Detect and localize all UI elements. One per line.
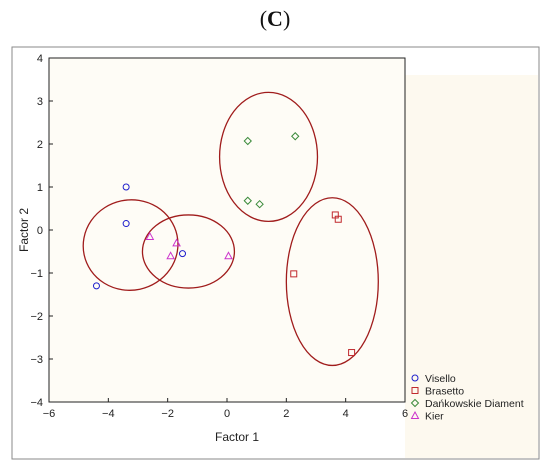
data-point [334, 215, 342, 223]
data-point [348, 349, 356, 357]
side-area [405, 75, 538, 458]
data-point [92, 282, 100, 290]
y-axis-label: Factor 2 [17, 208, 31, 252]
legend-marker [410, 410, 420, 419]
data-point [166, 251, 175, 260]
x-tick-label: −2 [161, 408, 174, 420]
x-tick-label: 6 [402, 408, 408, 420]
y-tick-label: 0 [37, 225, 43, 237]
data-point [243, 136, 252, 146]
y-tick-label: 2 [37, 139, 43, 151]
y-tick-label: 1 [37, 182, 43, 194]
data-point [122, 183, 130, 191]
data-point [255, 199, 264, 209]
legend-marker [411, 374, 419, 382]
legend-marker [411, 387, 419, 394]
legend-entry: Visello [425, 373, 456, 385]
x-tick-label: 4 [343, 408, 349, 420]
y-tick-label: 4 [37, 53, 43, 65]
legend-entry: Kier [425, 411, 444, 423]
x-tick-label: −6 [43, 408, 56, 420]
data-point [224, 251, 233, 260]
legend-entry: Brasetto [425, 386, 464, 398]
y-tick-label: −3 [30, 354, 43, 366]
y-tick-label: −4 [30, 397, 43, 409]
data-point [243, 196, 252, 205]
confidence-ellipse [82, 199, 179, 291]
y-tick-label: 3 [37, 96, 43, 108]
data-point [290, 270, 298, 278]
panel-label: (C) [259, 6, 291, 31]
legend-marker [410, 398, 420, 408]
data-point [179, 250, 186, 258]
legend-entry: Dańkowskie Diament [425, 398, 524, 410]
confidence-ellipse [141, 214, 236, 289]
data-point [122, 220, 130, 228]
confidence-ellipse [218, 91, 319, 223]
x-tick-label: 0 [224, 408, 230, 420]
y-tick-label: −1 [30, 268, 43, 280]
plot-area [48, 57, 406, 403]
x-tick-label: 2 [283, 408, 289, 420]
x-tick-label: −4 [102, 408, 115, 420]
x-axis-label: Factor 1 [215, 430, 259, 444]
data-point [145, 231, 155, 240]
data-point [172, 238, 181, 247]
confidence-ellipse [285, 197, 379, 367]
y-tick-label: −2 [30, 311, 43, 323]
data-point [291, 132, 300, 141]
